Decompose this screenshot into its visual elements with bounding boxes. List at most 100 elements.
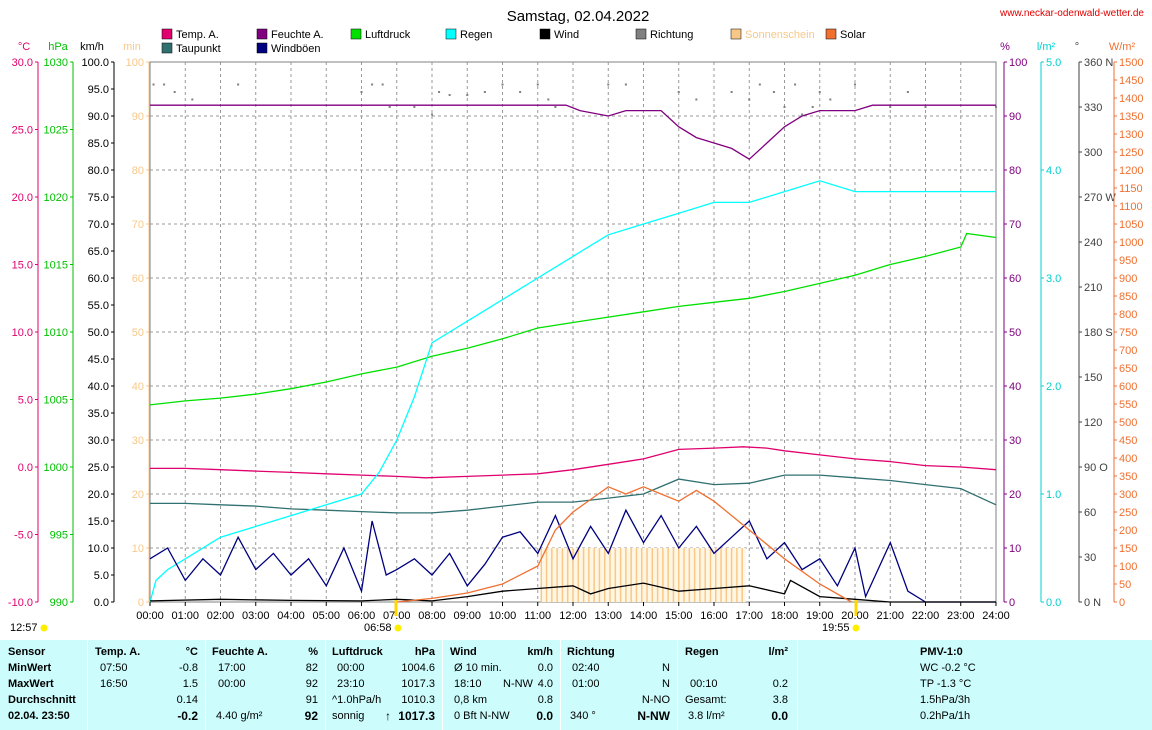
y-tick-label-direction: 240: [1084, 237, 1102, 249]
direction-dot: [381, 83, 384, 86]
direction-r1-time: 02:40: [572, 662, 600, 674]
y-tick-label-direction: 330: [1084, 102, 1102, 114]
series-line-regen: [149, 180, 996, 603]
x-tick-label: 15:00: [665, 610, 693, 622]
legend-label: Sonnenschein: [745, 29, 815, 41]
pressure-arrow-icon: ↑: [385, 709, 391, 723]
stats-separator: [797, 640, 798, 730]
y-tick-label-wind: 30.0: [88, 435, 109, 447]
chart-series: [149, 104, 997, 603]
y-tick-label-pressure: 1030: [44, 57, 68, 69]
direction-dot: [783, 106, 786, 108]
pmv-header: PMV-1:0: [920, 646, 963, 658]
x-tick-label: 00:00: [136, 610, 164, 622]
pressure-min-time: 00:00: [337, 662, 365, 674]
y-tick-label-solar: 1250: [1119, 147, 1143, 159]
rain-total-value: 3.8: [772, 694, 788, 706]
y-tick-label-pressure: 1005: [44, 395, 68, 407]
y-tick-label-pressure: 995: [50, 530, 68, 542]
humidity-current: 92: [304, 709, 318, 723]
y-tick-label-direction: 150: [1084, 372, 1102, 384]
y-tick-label-pressure: 1000: [44, 462, 68, 474]
y-tick-label-temp: 25.0: [12, 125, 33, 137]
x-tick-label: 01:00: [171, 610, 199, 622]
pmv-line-4: 0.2hPa/1h: [920, 710, 971, 722]
y-tick-label-wind: 70.0: [88, 219, 109, 231]
y-tick-label-direction: 360 N: [1084, 57, 1113, 69]
x-tick-label: 10:00: [489, 610, 517, 622]
y-tick-label-humidity: 100: [1009, 57, 1027, 69]
pmv-line-3: 1.5hPa/3h: [920, 694, 971, 706]
direction-r3-dir: N-NO: [641, 694, 670, 706]
y-tick-label-wind: 20.0: [88, 489, 109, 501]
y-tick-label-humidity: 90: [1009, 111, 1021, 123]
direction-dot: [695, 98, 698, 101]
y-tick-label-wind: 75.0: [88, 192, 109, 204]
y-tick-label-temp: -5.0: [14, 530, 33, 542]
y-tick-label-wind: 100.0: [81, 57, 109, 69]
temp-current: -0.2: [177, 709, 198, 723]
chart-title: Samstag, 02.04.2022: [507, 8, 650, 25]
direction-dot: [772, 91, 775, 93]
y-tick-label-pressure: 990: [50, 597, 68, 609]
legend-label: Solar: [840, 29, 866, 41]
wind-r2-value: 4.0: [537, 678, 553, 690]
series-line-feuchte-a-: [150, 104, 996, 161]
y-tick-label-wind: 85.0: [88, 138, 109, 150]
y-tick-label-solar: 1400: [1119, 93, 1143, 105]
rain-total-label: Gesamt:: [685, 694, 727, 706]
legend-label: Windböen: [271, 43, 321, 55]
legend-swatch: [539, 28, 551, 40]
rain-r4-label: 3.8 l/m²: [688, 710, 725, 722]
legend-swatch: [825, 28, 837, 40]
direction-dot: [152, 83, 155, 86]
x-tick-label: 24:00: [982, 610, 1010, 622]
y-tick-label-direction: 0 N: [1084, 597, 1101, 609]
direction-dot: [547, 98, 550, 101]
rain-unit: l/m²: [768, 646, 788, 658]
axis-unit-wind: km/h: [80, 41, 104, 53]
y-tick-label-sun: 40: [132, 381, 144, 393]
y-tick-label-sun: 60: [132, 273, 144, 285]
direction-dot: [924, 106, 927, 108]
direction-dot: [191, 98, 194, 101]
series-line-windb-en: [149, 508, 996, 603]
humidity-avg: 91: [305, 694, 318, 706]
y-tick-label-direction: 300: [1084, 147, 1102, 159]
y-tick-label-direction: 60: [1084, 507, 1096, 519]
y-tick-label-temp: 10.0: [12, 327, 33, 339]
y-tick-label-sun: 0: [138, 597, 144, 609]
row-label-max: MaxWert: [8, 678, 54, 690]
direction-dot: [388, 106, 391, 108]
direction-dot: [801, 113, 804, 116]
x-tick-label: 02:00: [207, 610, 235, 622]
y-tick-label-temp: 20.0: [12, 192, 33, 204]
axis-unit-pressure: hPa: [48, 41, 68, 53]
y-tick-label-solar: 750: [1119, 327, 1137, 339]
x-tick-label: 17:00: [735, 610, 763, 622]
y-tick-label-solar: 1000: [1119, 237, 1143, 249]
wind-r3-value: 0.8: [537, 694, 553, 706]
y-tick-label-wind: 35.0: [88, 408, 109, 420]
y-tick-label-solar: 500: [1119, 417, 1137, 429]
y-tick-label-temp: 5.0: [18, 395, 33, 407]
y-tick-label-temp: 15.0: [12, 260, 33, 272]
direction-dot: [829, 98, 832, 101]
wind-unit: km/h: [527, 646, 553, 658]
y-tick-label-direction: 210: [1084, 282, 1102, 294]
legend-swatch: [256, 28, 268, 40]
sunshine-bars: [540, 548, 746, 602]
y-tick-label-solar: 900: [1119, 273, 1137, 285]
wind-r3-label: 0,8 km: [454, 694, 488, 706]
direction-dot: [730, 91, 733, 93]
direction-dot: [501, 83, 504, 86]
pressure-current: 1017.3: [398, 709, 435, 723]
website-label[interactable]: www.neckar-odenwald-wetter.de: [999, 8, 1144, 19]
y-tick-label-solar: 850: [1119, 291, 1137, 303]
y-tick-label-solar: 700: [1119, 345, 1137, 357]
corner-time: 12:57: [10, 622, 38, 634]
y-tick-label-solar: 50: [1119, 579, 1131, 591]
y-tick-label-solar: 1150: [1119, 183, 1143, 195]
legend-swatch: [635, 28, 647, 40]
y-tick-label-solar: 350: [1119, 471, 1137, 483]
